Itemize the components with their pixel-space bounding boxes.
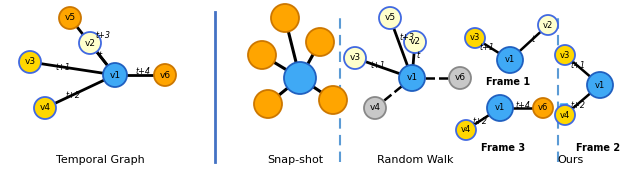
Text: Frame 1: Frame 1 bbox=[486, 77, 530, 87]
Circle shape bbox=[456, 120, 476, 140]
Text: v4: v4 bbox=[560, 110, 570, 120]
Text: Temporal Graph: Temporal Graph bbox=[56, 155, 145, 165]
Text: v2: v2 bbox=[543, 21, 553, 30]
Circle shape bbox=[103, 63, 127, 87]
Circle shape bbox=[555, 105, 575, 125]
Circle shape bbox=[306, 28, 334, 56]
Circle shape bbox=[79, 32, 101, 54]
Text: t: t bbox=[531, 36, 534, 44]
Circle shape bbox=[34, 97, 56, 119]
Text: v6: v6 bbox=[159, 70, 171, 80]
Text: v5: v5 bbox=[385, 14, 396, 23]
Text: v1: v1 bbox=[495, 103, 505, 113]
Text: v3: v3 bbox=[349, 54, 360, 62]
Circle shape bbox=[284, 62, 316, 94]
Text: v2: v2 bbox=[84, 38, 95, 48]
Circle shape bbox=[404, 31, 426, 53]
Text: t+4: t+4 bbox=[515, 101, 531, 109]
Text: t+2: t+2 bbox=[472, 117, 488, 127]
Circle shape bbox=[487, 95, 513, 121]
Text: v3: v3 bbox=[24, 57, 36, 67]
Circle shape bbox=[271, 4, 299, 32]
Text: v4: v4 bbox=[461, 126, 471, 135]
Circle shape bbox=[538, 15, 558, 35]
Text: Frame 3: Frame 3 bbox=[481, 143, 525, 153]
Circle shape bbox=[364, 97, 386, 119]
Circle shape bbox=[379, 7, 401, 29]
Text: v2: v2 bbox=[410, 37, 420, 47]
Circle shape bbox=[465, 28, 485, 48]
Text: t+1: t+1 bbox=[570, 62, 586, 70]
Circle shape bbox=[533, 98, 553, 118]
Circle shape bbox=[59, 7, 81, 29]
Circle shape bbox=[19, 51, 41, 73]
Text: t: t bbox=[99, 50, 102, 60]
Circle shape bbox=[587, 72, 613, 98]
Circle shape bbox=[399, 65, 425, 91]
Text: v4: v4 bbox=[40, 103, 51, 113]
Text: v3: v3 bbox=[560, 50, 570, 60]
Circle shape bbox=[248, 41, 276, 69]
Text: t+1: t+1 bbox=[56, 62, 70, 71]
Text: v3: v3 bbox=[470, 34, 480, 43]
Text: t+2: t+2 bbox=[65, 91, 81, 101]
Text: v6: v6 bbox=[454, 74, 465, 82]
Text: t: t bbox=[417, 50, 420, 60]
Text: t+2: t+2 bbox=[570, 101, 586, 109]
Text: v6: v6 bbox=[538, 103, 548, 113]
Text: v1: v1 bbox=[406, 74, 417, 82]
Circle shape bbox=[449, 67, 471, 89]
Circle shape bbox=[555, 45, 575, 65]
Text: t+1: t+1 bbox=[371, 61, 385, 69]
Text: Ours: Ours bbox=[557, 155, 583, 165]
Text: Snap-shot: Snap-shot bbox=[267, 155, 323, 165]
Text: Frame 2: Frame 2 bbox=[576, 143, 620, 153]
Circle shape bbox=[319, 86, 347, 114]
Text: v1: v1 bbox=[595, 81, 605, 89]
Text: t+4: t+4 bbox=[136, 67, 150, 76]
Text: v4: v4 bbox=[369, 103, 381, 113]
Circle shape bbox=[254, 90, 282, 118]
Text: t+3: t+3 bbox=[399, 34, 415, 43]
Text: t+1: t+1 bbox=[479, 43, 495, 52]
Text: v1: v1 bbox=[109, 70, 120, 80]
Circle shape bbox=[497, 47, 523, 73]
Circle shape bbox=[154, 64, 176, 86]
Text: v1: v1 bbox=[505, 56, 515, 64]
Text: t+3: t+3 bbox=[95, 30, 111, 40]
Circle shape bbox=[344, 47, 366, 69]
Text: Random Walk: Random Walk bbox=[377, 155, 453, 165]
Text: v5: v5 bbox=[65, 14, 76, 23]
